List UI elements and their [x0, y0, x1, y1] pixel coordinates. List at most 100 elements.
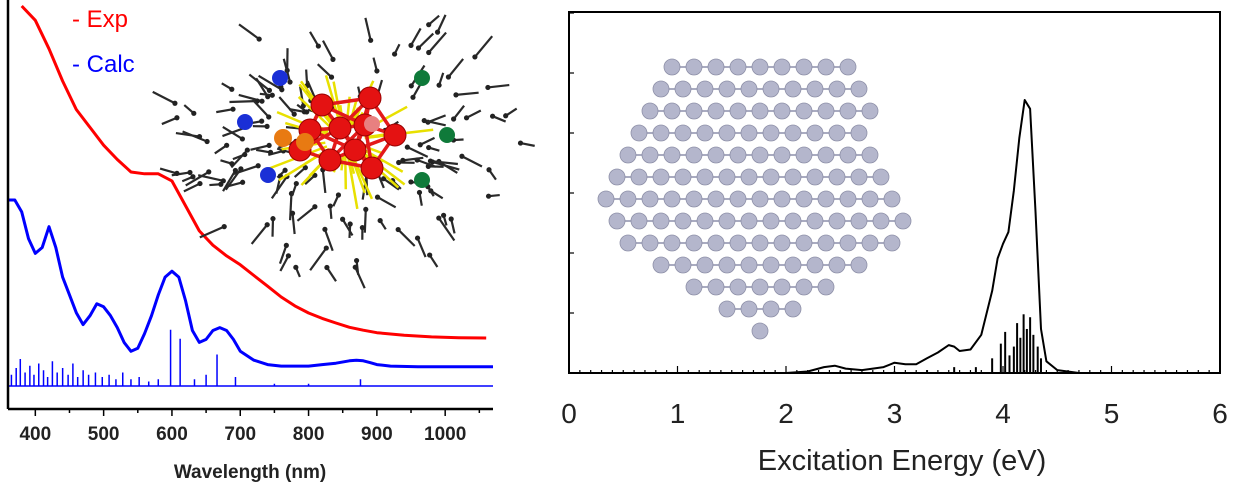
cage-atom [806, 256, 824, 274]
ligand-atom [315, 43, 321, 49]
ligand-bond [432, 160, 460, 171]
cage-atom [707, 190, 725, 208]
ligand-atom [448, 216, 454, 222]
cage-atom [740, 124, 758, 142]
ligand-atom [242, 151, 248, 158]
ligand-bond [250, 144, 270, 151]
cage-atom [641, 146, 659, 164]
cage-atom [795, 146, 813, 164]
cage-atom [707, 278, 725, 296]
cage-atom [751, 58, 769, 76]
orange-atom [274, 129, 292, 147]
ligand-atom [453, 92, 459, 98]
cage-atom [773, 102, 791, 120]
ligand-bond [466, 109, 482, 119]
right-x-tick-label: 3 [887, 398, 903, 429]
right-x-tick-label: 1 [670, 398, 686, 429]
series-line-exp [20, 4, 487, 340]
cage-atom [619, 234, 637, 252]
ligand-atom [239, 136, 246, 142]
ligand-bond [416, 237, 427, 258]
cage-atom [619, 190, 637, 208]
cage-atom [839, 102, 857, 120]
ligand-atom [327, 203, 333, 209]
ligand-atom [285, 253, 291, 259]
cage-atom [850, 256, 868, 274]
left-x-tick-label: 800 [293, 424, 325, 445]
left-x-tick-label: 500 [88, 424, 120, 445]
cage-atom [784, 300, 802, 318]
ligand-atom [312, 204, 318, 210]
ligand-atom [323, 245, 329, 251]
ligand-atom [417, 142, 423, 148]
left-chart: 400 500 600 700 800 900 1000 - Exp - Calc Wave… [6, 0, 535, 483]
ligand-bond [487, 83, 510, 89]
ligand-bond [161, 116, 178, 126]
cage-atom [740, 80, 758, 98]
cage-atom [773, 190, 791, 208]
green-atom [414, 70, 430, 86]
cage-atom [795, 234, 813, 252]
ligand-bond [325, 266, 337, 282]
spectrum-line [569, 99, 1080, 374]
cage-atom [784, 168, 802, 186]
ligand-atom [302, 165, 308, 171]
blue-atom [260, 167, 276, 183]
cage-atom [685, 190, 703, 208]
right-x-tick-label: 0 [561, 398, 577, 429]
ligand-bond [238, 23, 260, 40]
cage-atom [784, 256, 802, 274]
ligand-bond [270, 175, 288, 200]
ligand-bond [419, 136, 436, 146]
cage-atom [784, 212, 802, 230]
ligand-bond [305, 69, 309, 86]
right-x-tick-label: 2 [778, 398, 794, 429]
cage-atom [707, 102, 725, 120]
left-x-tick-label: 400 [19, 424, 51, 445]
ligand-atom [291, 111, 297, 117]
ligand-atom [264, 123, 270, 129]
ligand-atom [374, 68, 380, 74]
ligand-bond [282, 58, 292, 83]
ligand-atom [436, 82, 442, 88]
cage-atom [597, 190, 615, 208]
gold-atom [328, 116, 352, 140]
ligand-atom [459, 153, 465, 159]
cage-atom [718, 212, 736, 230]
ligand-atom [381, 176, 387, 182]
cage-atom [795, 102, 813, 120]
cage-atom [817, 278, 835, 296]
ligand-bond [299, 86, 305, 107]
ligand-bond [159, 167, 178, 175]
ligand-atom [300, 103, 306, 109]
ligand-bond [382, 177, 400, 191]
ligand-bond [402, 156, 424, 162]
green-atom [414, 172, 430, 188]
gold-atom [310, 93, 334, 117]
ligand-atom [485, 193, 492, 199]
green-atom [439, 127, 455, 143]
ligand-bond [309, 247, 328, 271]
cage-atom [883, 234, 901, 252]
ligand-bond [410, 27, 422, 46]
ligand-atom [289, 210, 296, 216]
cage-atom [751, 146, 769, 164]
cage-atom [663, 102, 681, 120]
cage-atom [806, 124, 824, 142]
cage-atom [762, 212, 780, 230]
ligand-bond [250, 224, 269, 245]
ligand-bond [427, 31, 447, 54]
cage-atom [762, 124, 780, 142]
ligand-atom [224, 142, 230, 148]
cage-atom [817, 102, 835, 120]
cage-atom [652, 256, 670, 274]
cage-atom [630, 212, 648, 230]
cage-atom [861, 190, 879, 208]
left-x-tick-label: 700 [224, 424, 256, 445]
ligand-atom [489, 113, 496, 119]
cage-atom [729, 190, 747, 208]
ligand-atom [240, 179, 246, 185]
ligand-atom [408, 42, 414, 48]
gold-atom [318, 148, 342, 172]
